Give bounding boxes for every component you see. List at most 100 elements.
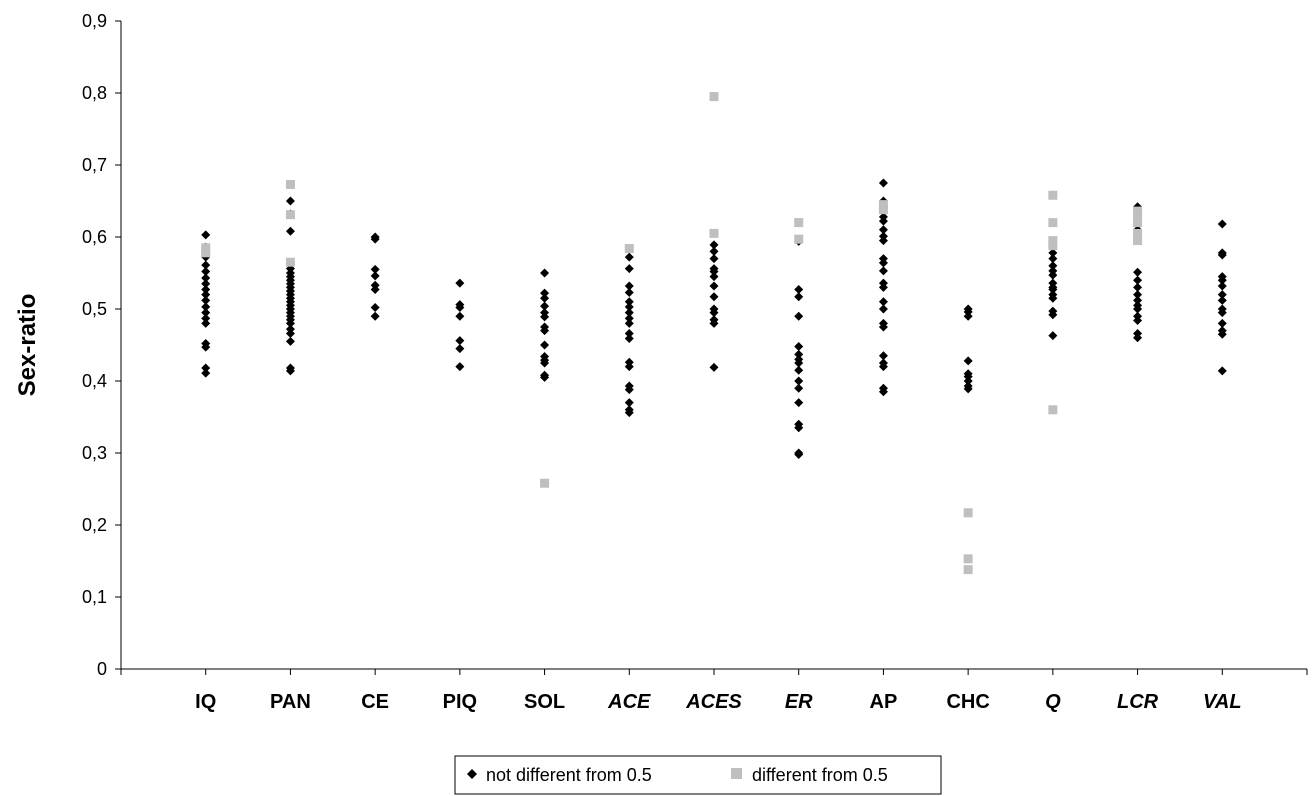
data-point-diamond	[285, 196, 295, 206]
data-point-diamond	[540, 288, 550, 298]
data-points	[201, 92, 1227, 575]
data-point-diamond	[878, 266, 888, 276]
data-point-diamond	[709, 308, 719, 318]
data-point-diamond	[878, 236, 888, 246]
data-point-square	[1048, 241, 1058, 251]
x-category-label: ACE	[607, 691, 651, 713]
data-point-diamond	[709, 281, 719, 291]
data-point-diamond	[1217, 290, 1227, 300]
data-point-diamond	[1048, 261, 1058, 271]
data-point-diamond	[624, 297, 634, 307]
legend-marker-not-different	[467, 769, 477, 779]
data-point-square	[1048, 218, 1058, 228]
data-point-diamond	[201, 260, 211, 270]
data-point-diamond	[624, 287, 634, 297]
data-point-diamond	[1133, 290, 1143, 300]
data-point-diamond	[878, 216, 888, 226]
data-point-diamond	[624, 398, 634, 408]
data-point-diamond	[624, 308, 634, 318]
data-point-square	[963, 508, 973, 518]
data-point-square	[709, 92, 719, 102]
data-point-diamond	[878, 282, 888, 292]
data-point-diamond	[1133, 267, 1143, 277]
y-tick-label: 0,3	[82, 443, 107, 463]
x-category-label: IQ	[195, 691, 216, 713]
data-point-square	[285, 179, 295, 189]
data-point-diamond	[201, 279, 211, 289]
data-point-diamond	[201, 308, 211, 318]
data-point-diamond	[794, 358, 804, 368]
data-point-diamond	[201, 318, 211, 328]
data-point-diamond	[878, 258, 888, 268]
data-point-diamond	[878, 362, 888, 372]
data-point-square	[285, 210, 295, 220]
legend-box	[454, 755, 942, 795]
data-point-diamond	[1133, 304, 1143, 314]
data-point-diamond	[1217, 329, 1227, 339]
data-point-diamond	[878, 322, 888, 332]
y-tick-label: 0,1	[82, 587, 107, 607]
data-point-diamond	[963, 356, 973, 366]
data-point-diamond	[285, 336, 295, 346]
data-point-square	[540, 478, 550, 488]
data-point-diamond	[285, 226, 295, 236]
data-point-diamond	[370, 285, 380, 295]
data-point-diamond	[878, 387, 888, 397]
data-point-diamond	[709, 318, 719, 328]
data-point-square	[1133, 218, 1143, 228]
data-point-diamond	[370, 271, 380, 281]
legend: not different from 0.5 different from 0.…	[454, 755, 942, 795]
data-point-diamond	[1217, 281, 1227, 291]
data-point-diamond	[624, 302, 634, 312]
data-point-diamond	[285, 328, 295, 338]
data-point-square	[878, 200, 888, 210]
data-point-diamond	[1133, 295, 1143, 305]
x-category-label: SOL	[524, 691, 565, 713]
data-point-diamond	[540, 340, 550, 350]
data-point-diamond	[624, 385, 634, 395]
data-point-diamond	[540, 268, 550, 278]
data-point-diamond	[1048, 285, 1058, 295]
y-tick-label: 0,5	[82, 299, 107, 319]
data-point-diamond	[1048, 310, 1058, 320]
data-point-diamond	[1048, 331, 1058, 341]
data-point-diamond	[201, 290, 211, 300]
data-point-diamond	[878, 225, 888, 235]
data-point-diamond	[455, 278, 465, 288]
data-point-diamond	[201, 302, 211, 312]
data-point-square	[1133, 228, 1143, 238]
data-point-square	[1048, 236, 1058, 246]
data-point-square	[1133, 210, 1143, 220]
series-different	[201, 92, 1143, 575]
data-point-diamond	[1217, 219, 1227, 229]
data-point-diamond	[794, 376, 804, 386]
data-point-diamond	[370, 264, 380, 274]
data-point-diamond	[878, 351, 888, 361]
data-point-diamond	[794, 311, 804, 321]
data-point-diamond	[624, 313, 634, 323]
data-point-diamond	[709, 272, 719, 282]
data-point-square	[285, 257, 295, 267]
data-point-diamond	[1217, 275, 1227, 285]
data-point-diamond	[794, 398, 804, 408]
x-category-label: ACES	[685, 691, 742, 713]
data-point-diamond	[1048, 270, 1058, 280]
data-point-diamond	[963, 311, 973, 321]
data-point-diamond	[370, 234, 380, 244]
data-point-diamond	[624, 281, 634, 291]
data-point-diamond	[201, 342, 211, 352]
data-point-diamond	[540, 293, 550, 303]
legend-label-not-different: not different from 0.5	[486, 765, 652, 785]
data-point-diamond	[709, 362, 719, 372]
data-point-diamond	[878, 297, 888, 307]
data-point-diamond	[455, 362, 465, 372]
data-point-diamond	[540, 358, 550, 368]
data-point-diamond	[201, 273, 211, 283]
x-category-label: AP	[870, 691, 898, 713]
data-point-square	[963, 565, 973, 575]
data-point-diamond	[370, 311, 380, 321]
data-point-square	[878, 205, 888, 215]
data-point-diamond	[540, 326, 550, 336]
x-category-label: PAN	[270, 691, 311, 713]
